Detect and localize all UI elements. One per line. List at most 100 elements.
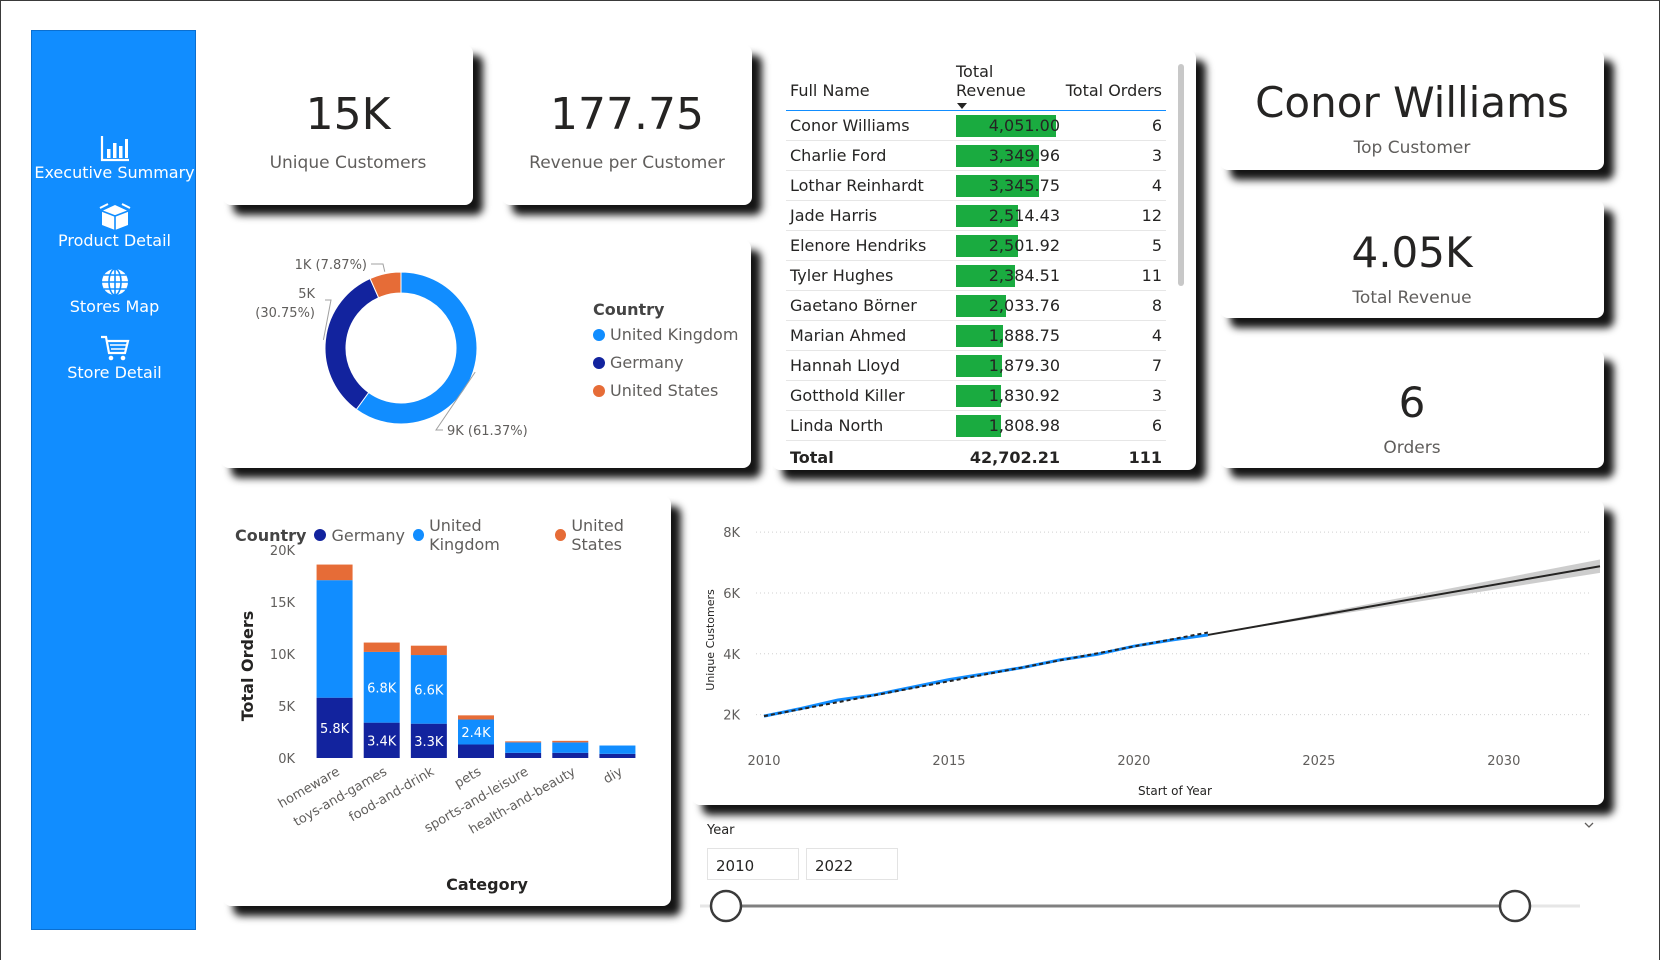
bar-legend-item-uk[interactable]: United Kingdom [413, 516, 547, 554]
chevron-down-icon[interactable] [1584, 820, 1594, 830]
row-full-name: Charlie Ford [786, 140, 956, 171]
legend-dot [314, 529, 327, 541]
row-total-revenue-value: 2,501.92 [988, 236, 1060, 255]
table-row[interactable]: Lothar Reinhardt 3,345.75 4 [786, 170, 1166, 201]
orders-by-category-card: Country Germany United Kingdom United St… [223, 496, 671, 906]
row-full-name: Lothar Reinhardt [786, 170, 956, 201]
bar-y-tick-label: 20K [270, 544, 296, 559]
nav-label-store-detail: Store Detail [67, 363, 162, 382]
nav-label-executive-summary: Executive Summary [34, 163, 195, 182]
orders-value: 6 [1398, 378, 1426, 427]
table-row[interactable]: Marian Ahmed 1,888.75 4 [786, 320, 1166, 351]
row-total-revenue: 1,888.75 [956, 320, 1062, 351]
slider-end-handle[interactable] [1498, 889, 1532, 923]
nav-executive-summary[interactable]: Executive Summary [32, 133, 197, 183]
donut-legend-item-us[interactable]: United States [593, 381, 738, 400]
bar-segment [410, 645, 447, 656]
nav-label-stores-map: Stores Map [69, 297, 160, 316]
donut-legend-item-uk[interactable]: United Kingdom [593, 325, 738, 344]
table-row[interactable]: Conor Williams 4,051.00 6 [786, 110, 1166, 141]
row-full-name: Conor Williams [786, 110, 956, 141]
row-total-revenue: 2,514.43 [956, 200, 1062, 231]
bar-y-axis-title: Total Orders [238, 611, 257, 722]
total-label: Total [786, 440, 956, 475]
row-full-name: Jade Harris [786, 200, 956, 231]
row-total-revenue: 2,384.51 [956, 260, 1062, 291]
row-total-orders: 4 [1062, 170, 1166, 201]
line-y-axis-title: Unique Customers [704, 589, 717, 691]
bar-y-tick-label: 10K [270, 648, 296, 663]
bar-legend-item-germany[interactable]: Germany [314, 526, 405, 545]
donut-legend: Country United Kingdom Germany United St… [593, 300, 738, 400]
bar-segment [316, 564, 353, 581]
line-x-axis-title: Start of Year [1138, 784, 1212, 798]
bar-segment [599, 753, 636, 758]
table-row[interactable]: Gaetano Börner 2,033.76 8 [786, 290, 1166, 321]
nav-store-detail[interactable]: Store Detail [32, 333, 197, 383]
bar-segment [458, 744, 494, 758]
row-total-revenue-value: 3,345.75 [988, 176, 1060, 195]
table-row[interactable]: Hannah Lloyd 1,879.30 7 [786, 350, 1166, 381]
revenue-per-customer-card: 177.75 Revenue per Customer [502, 45, 752, 205]
bar-segment [316, 580, 353, 698]
legend-dot [593, 384, 605, 397]
slider-start-handle[interactable] [709, 889, 743, 923]
revenue-data-bar [956, 295, 1006, 317]
bar-data-label: 5.8K [320, 722, 350, 737]
legend-dot [555, 529, 567, 541]
row-total-revenue-value: 2,514.43 [988, 206, 1060, 225]
line-x-tick-label: 2025 [1302, 754, 1335, 769]
nav-product-detail[interactable]: Product Detail [32, 201, 197, 251]
bar-legend-item-us[interactable]: United States [555, 516, 671, 554]
year-start-input[interactable]: 2010 [707, 848, 799, 880]
revenue-data-bar [956, 265, 1015, 287]
row-total-revenue: 1,879.30 [956, 350, 1062, 381]
row-total-revenue: 2,501.92 [956, 230, 1062, 261]
nav-stores-map[interactable]: Stores Map [32, 267, 197, 317]
donut-label-germany-percent: (30.75%) [255, 306, 315, 321]
table-row[interactable]: Gotthold Killer 1,830.92 3 [786, 380, 1166, 411]
row-total-orders: 4 [1062, 320, 1166, 351]
revenue-data-bar [956, 415, 1001, 437]
orders-by-category-chart: 0K5K10K15K20K5.8Khomeware3.4K6.8Ktoys-an… [238, 544, 636, 894]
header-total-orders[interactable]: Total Orders [1062, 62, 1166, 111]
bar-segment [363, 642, 400, 652]
donut-legend-label-germany: Germany [610, 353, 684, 372]
line-y-tick-label: 8K [723, 526, 740, 541]
bar-segment [552, 740, 589, 743]
row-total-orders: 3 [1062, 140, 1166, 171]
table-header-row: Full Name Total Revenue Total Orders [786, 62, 1166, 111]
row-full-name: Tyler Hughes [786, 260, 956, 291]
donut-legend-item-germany[interactable]: Germany [593, 353, 738, 372]
header-total-revenue[interactable]: Total Revenue [956, 62, 1062, 111]
line-x-tick-label: 2030 [1487, 754, 1520, 769]
unique-customers-value: 15K [305, 89, 391, 140]
row-full-name: Gotthold Killer [786, 380, 956, 411]
unique-customers-card: 15K Unique Customers [223, 45, 473, 205]
header-full-name[interactable]: Full Name [786, 62, 956, 111]
unique-customers-trend-chart: 2K 4K 6K 8K 2010 2015 2020 2025 2030 Unique Cust… [704, 526, 1601, 798]
year-end-input[interactable]: 2022 [806, 848, 898, 880]
row-total-revenue: 3,349.96 [956, 140, 1062, 171]
bar-segment [410, 655, 447, 724]
bar-legend: Country Germany United Kingdom United St… [235, 516, 671, 554]
table-row[interactable]: Tyler Hughes 2,384.51 11 [786, 260, 1166, 291]
donut-leader-line [322, 299, 332, 340]
revenue-per-customer-value: 177.75 [550, 89, 704, 140]
table-row[interactable]: Linda North 1,808.98 6 [786, 410, 1166, 441]
table-row[interactable]: Elenore Hendriks 2,501.92 5 [786, 230, 1166, 261]
row-full-name: Marian Ahmed [786, 320, 956, 351]
row-full-name: Linda North [786, 410, 956, 441]
table-row[interactable]: Charlie Ford 3,349.96 3 [786, 140, 1166, 171]
year-range-slider[interactable] [700, 886, 1600, 926]
row-full-name: Hannah Lloyd [786, 350, 956, 381]
row-total-revenue-value: 2,033.76 [988, 296, 1060, 315]
table-total-row: Total 42,702.21 111 [786, 440, 1166, 475]
bar-data-label: 2.4K [461, 726, 491, 741]
donut-legend-label-us: United States [610, 381, 719, 400]
table-row[interactable]: Jade Harris 2,514.43 12 [786, 200, 1166, 231]
table-scrollbar[interactable] [1178, 64, 1184, 286]
forecast-line [1207, 565, 1601, 636]
nav-label-product-detail: Product Detail [58, 231, 171, 250]
bar-segment [363, 722, 400, 758]
